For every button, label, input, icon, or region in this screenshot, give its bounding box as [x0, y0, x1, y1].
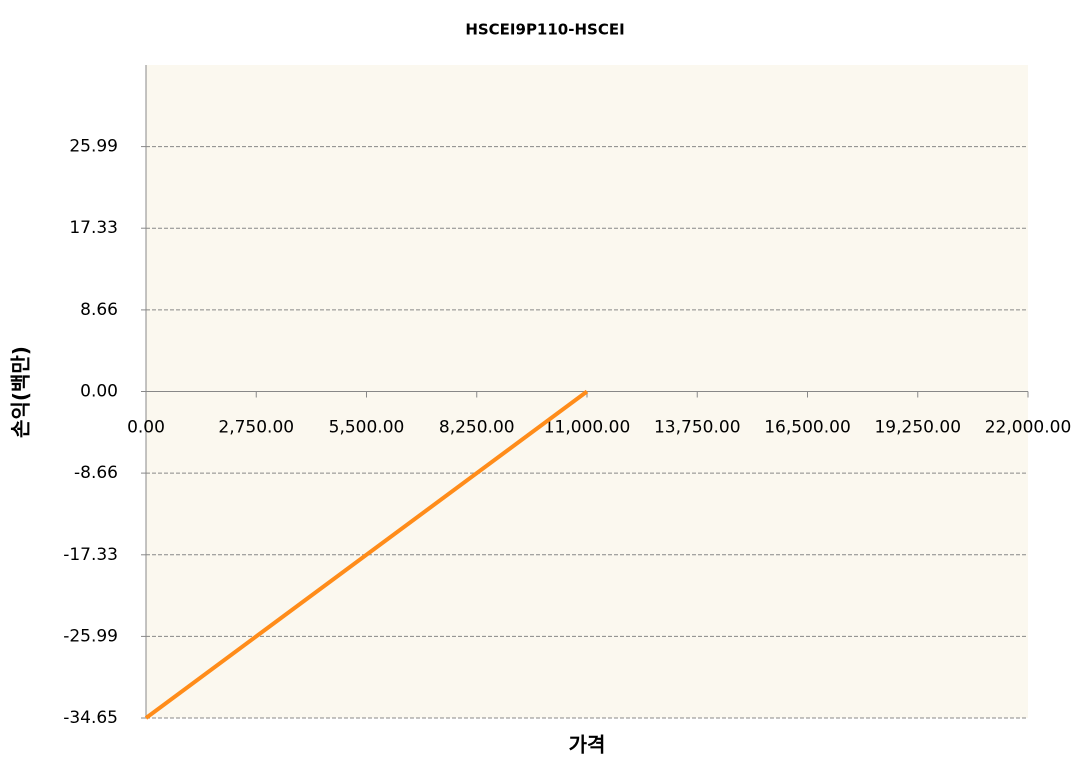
- x-tick-label: 16,500.00: [764, 418, 851, 438]
- x-axis-label: 가격: [569, 733, 606, 757]
- x-tick-label: 13,750.00: [654, 418, 741, 438]
- y-tick-label: 17.33: [69, 218, 118, 238]
- x-tick-label: 22,000.00: [985, 418, 1072, 438]
- y-tick-label: 8.66: [80, 300, 118, 320]
- x-tick-label: 11,000.00: [544, 418, 631, 438]
- chart-title: HSCEI9P110-HSCEI: [465, 21, 624, 39]
- x-tick-label: 2,750.00: [218, 418, 294, 438]
- x-tick-label: 8,250.00: [439, 418, 515, 438]
- x-tick-label: 19,250.00: [874, 418, 961, 438]
- x-tick-label: 5,500.00: [329, 418, 405, 438]
- data-line: [144, 389, 589, 720]
- y-tick-label: 25.99: [69, 137, 118, 157]
- y-axis-label: 손익(백만): [9, 346, 33, 438]
- y-tick-label: -8.66: [74, 463, 118, 483]
- y-tick-label: 0.00: [80, 382, 118, 402]
- x-tick-label: 0.00: [127, 418, 165, 438]
- y-tick-label: -34.65: [63, 708, 118, 728]
- y-tick-label: -25.99: [63, 626, 118, 646]
- y-tick-label: -17.33: [63, 545, 118, 565]
